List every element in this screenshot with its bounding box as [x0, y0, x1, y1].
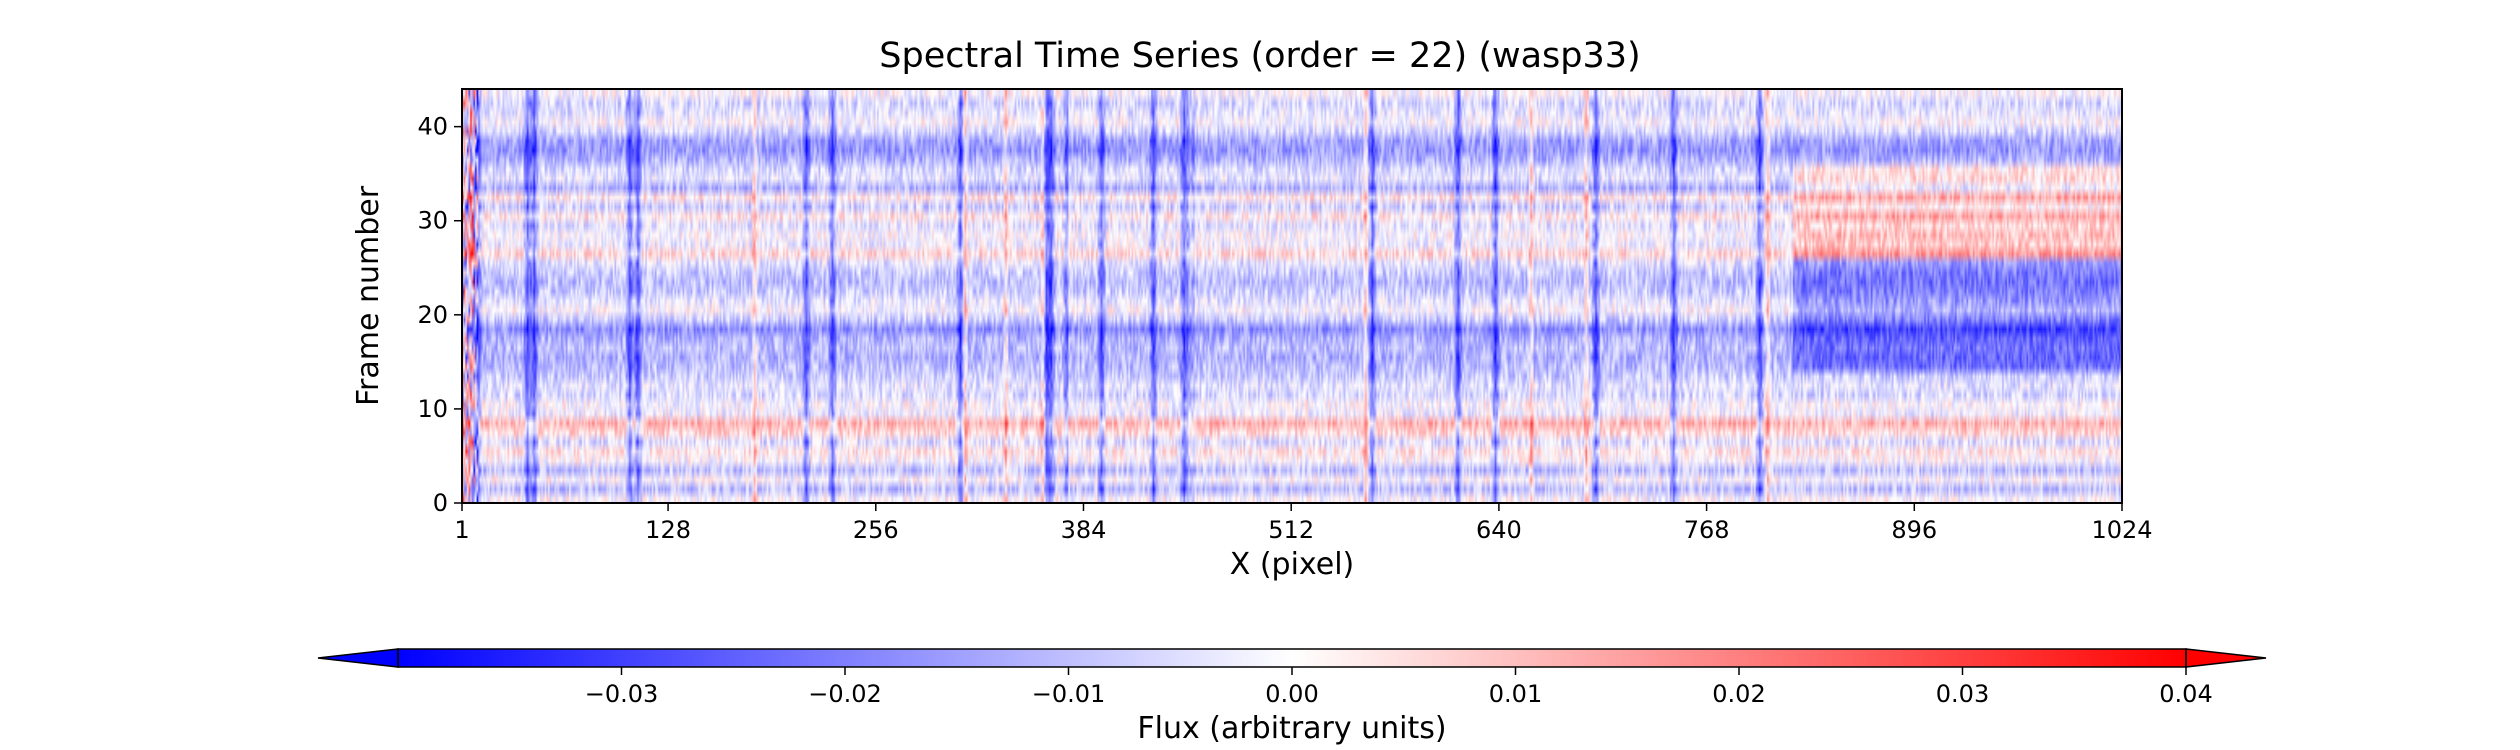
- x-tick-label: 640: [1476, 516, 1522, 544]
- colorbar: −0.03 −0.02 −0.01 0.00 0.01 0.02 0.03 0.04 Flux…: [317, 648, 2267, 746]
- colorbar-tick-label: 0.02: [1712, 680, 1765, 708]
- colorbar-tick-label: 0.03: [1936, 680, 1989, 708]
- y-tick-label: 20: [417, 301, 448, 329]
- x-tick-label: 512: [1268, 516, 1314, 544]
- x-tick-label: 256: [853, 516, 899, 544]
- y-tick-label: 0: [433, 489, 448, 517]
- y-tick-label: 10: [417, 395, 448, 423]
- x-axis: 1 128 256 384 512 640 768 896 1024: [454, 503, 2153, 544]
- colorbar-tick-label: 0.01: [1489, 680, 1542, 708]
- colorbar-tick-label: −0.03: [585, 680, 659, 708]
- x-tick-label: 1: [454, 516, 469, 544]
- colorbar-tick-label: −0.02: [808, 680, 882, 708]
- x-axis-label: X (pixel): [1230, 547, 1355, 582]
- heatmap-plot-area: [461, 88, 2123, 504]
- heatmap-image: [462, 89, 2122, 503]
- x-tick-label: 896: [1891, 516, 1937, 544]
- x-tick-label: 1024: [2091, 516, 2152, 544]
- y-axis: 0 10 20 30 40: [417, 113, 462, 517]
- plot-frame: [461, 88, 2123, 504]
- x-tick-label: 384: [1061, 516, 1107, 544]
- x-tick-label: 768: [1684, 516, 1730, 544]
- colorbar-ticks: −0.03 −0.02 −0.01 0.00 0.01 0.02 0.03 0.04: [585, 667, 2213, 708]
- colorbar-tick-label: 0.04: [2159, 680, 2212, 708]
- colorbar-gradient: [398, 649, 2186, 667]
- x-tick-label: 128: [645, 516, 691, 544]
- colorbar-extend-low: [317, 648, 399, 668]
- colorbar-tick-label: 0.00: [1265, 680, 1318, 708]
- colorbar-label: Flux (arbitrary units): [1137, 711, 1446, 746]
- y-axis-label: Frame number: [351, 185, 386, 406]
- y-tick-label: 30: [417, 207, 448, 235]
- y-tick-label: 40: [417, 113, 448, 141]
- chart-title: Spectral Time Series (order = 22) (wasp3…: [879, 36, 1640, 76]
- colorbar-tick-label: −0.01: [1032, 680, 1106, 708]
- colorbar-extend-high: [2185, 648, 2267, 668]
